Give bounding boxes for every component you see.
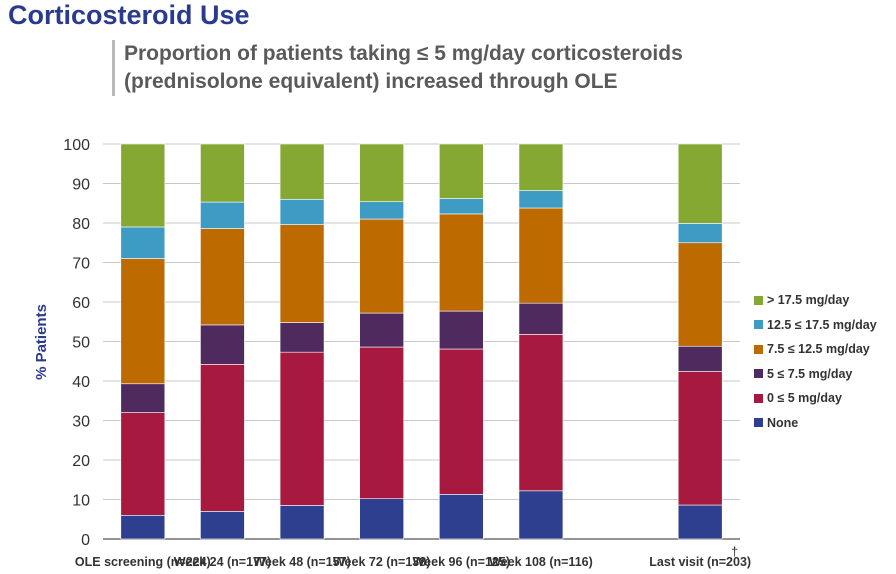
bar-segment (120, 143, 166, 228)
bar-segment (677, 371, 723, 506)
legend-label: 7.5 ≤ 12.5 mg/day (767, 342, 870, 357)
bar-segment (200, 324, 245, 365)
x-axis-tick-labels: OLE screening (n=224)Week 24 (n=177)Week… (75, 555, 751, 569)
bar-segment (120, 383, 166, 413)
subtitle-line-2: (prednisolone equivalent) increased thro… (124, 70, 618, 93)
legend-item: 12.5 ≤ 17.5 mg/day (754, 313, 896, 338)
bar-segment (518, 334, 564, 492)
bar-segment (439, 310, 484, 350)
subtitle: Proportion of patients taking ≤ 5 mg/day… (112, 40, 824, 96)
bar-segment (439, 143, 484, 199)
legend-label: 12.5 ≤ 17.5 mg/day (767, 317, 877, 332)
x-tick-label: OLE screening (n=224) (75, 555, 211, 569)
bar-segment (439, 198, 484, 215)
legend-item: > 17.5 mg/day (754, 288, 896, 313)
y-axis-label: % Patients (33, 304, 50, 380)
bar-segment (279, 351, 325, 506)
bar-segment (359, 143, 404, 202)
y-tick-label: 10 (72, 493, 90, 510)
legend-item: None (754, 411, 896, 436)
legend-label: 5 ≤ 7.5 mg/day (767, 366, 853, 381)
bar-segment (518, 190, 564, 209)
bar-segment (120, 514, 166, 540)
x-tick-label: Week 24 (n=177) (174, 555, 271, 569)
subtitle-line-1: Proportion of patients taking ≤ 5 mg/day… (124, 42, 683, 65)
bar-segment (200, 511, 245, 540)
footnote-mark: † (731, 544, 738, 559)
bar-segment (518, 207, 564, 304)
bar-segment (677, 504, 723, 540)
y-tick-label: 60 (72, 295, 90, 312)
bar-segment (439, 348, 484, 495)
y-tick-label: 80 (72, 216, 90, 233)
bar-segment (359, 498, 404, 540)
bar-segment (518, 302, 564, 335)
page-title: Corticosteroid Use (8, 0, 250, 30)
y-tick-label: 90 (72, 177, 90, 194)
bar-segment (279, 199, 325, 225)
legend-swatch (754, 418, 763, 428)
legend-swatch (754, 393, 763, 403)
x-tick-label: Week 72 (n=138) (333, 555, 430, 569)
y-tick-label: 40 (72, 374, 90, 391)
bar-segment (120, 412, 166, 516)
bar-segment (200, 228, 245, 326)
bar-segment (200, 201, 245, 229)
bar-segment (120, 226, 166, 259)
legend-item: 7.5 ≤ 12.5 mg/day (754, 337, 896, 362)
legend-label: > 17.5 mg/day (767, 293, 850, 308)
y-axis-tick-labels: 0 10 20 30 40 50 60 70 80 90 100 (63, 137, 90, 549)
legend: > 17.5 mg/day 12.5 ≤ 17.5 mg/day 7.5 ≤ 12.… (754, 288, 896, 435)
gridlines (103, 143, 740, 540)
x-tick-label: Week 48 (n=157) (253, 555, 350, 569)
y-tick-label: 30 (72, 414, 90, 431)
x-tick-label: Week 108 (n=116) (489, 555, 593, 569)
y-tick-label: 50 (72, 335, 90, 352)
bar-segment (279, 224, 325, 323)
legend-item: 5 ≤ 7.5 mg/day (754, 362, 896, 387)
bar-segment (279, 322, 325, 353)
bar-segment (677, 143, 723, 224)
y-tick-label: 0 (81, 532, 90, 549)
y-tick-label: 20 (72, 453, 90, 470)
legend-swatch (754, 295, 763, 305)
legend-swatch (754, 369, 763, 379)
bar-segment (518, 143, 564, 191)
legend-swatch (754, 320, 763, 330)
bar-segment (359, 218, 404, 314)
bar-segment (518, 490, 564, 540)
bar-segment (677, 345, 723, 372)
bar-segment (359, 312, 404, 348)
bar-segment (439, 494, 484, 540)
bar-segment (200, 143, 245, 203)
legend-label: 0 ≤ 5 mg/day (767, 391, 842, 406)
bar-segment (279, 505, 325, 540)
bar-segment (677, 242, 723, 347)
x-tick-label: Week 96 (n=125) (413, 555, 510, 569)
y-tick-label: 100 (63, 137, 90, 154)
bars (120, 143, 723, 540)
bar-segment (120, 258, 166, 385)
bar-segment (359, 346, 404, 500)
bar-segment (677, 223, 723, 244)
bar-segment (359, 201, 404, 220)
x-tick-label: Last visit (n=203) (649, 555, 751, 569)
bar-segment (200, 364, 245, 512)
legend-item: 0 ≤ 5 mg/day (754, 386, 896, 411)
bar-segment (439, 213, 484, 312)
bar-segment (279, 143, 325, 200)
y-tick-label: 70 (72, 256, 90, 273)
legend-label: None (767, 415, 799, 430)
legend-swatch (754, 344, 763, 354)
